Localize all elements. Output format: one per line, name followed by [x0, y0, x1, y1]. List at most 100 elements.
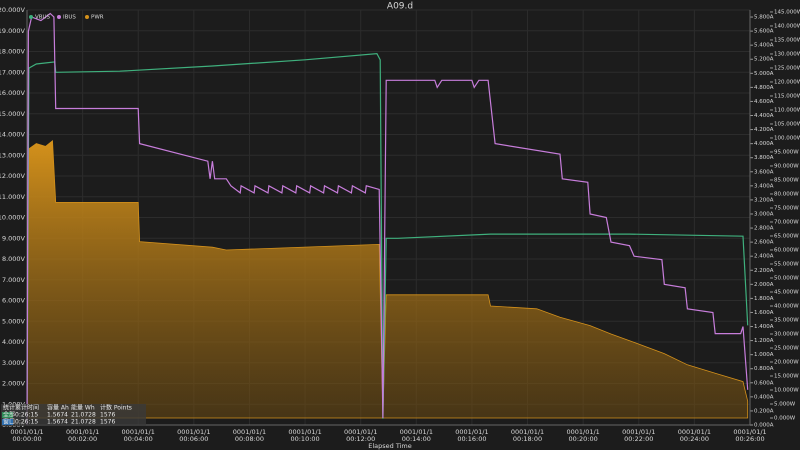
x-tick-label: 00:26:00 — [735, 435, 764, 443]
x-tick-date: 0001/01/1 — [10, 428, 43, 436]
y3-tick-label: 135.000W — [774, 37, 800, 43]
y-tick-label: 20.000V — [0, 6, 26, 14]
y3-tick-label: 30.000W — [774, 331, 799, 337]
y-tick-label: 12.000V — [0, 172, 26, 180]
y-tick-label: 7.000V — [2, 276, 26, 284]
table-cell: 累计时间 — [15, 404, 39, 412]
legend-swatch — [29, 15, 33, 19]
stats-table: 统计 累计时间 容量 Ah 能量 Wh 计数 Points 全部 0:26:15 1.5674… — [1, 404, 146, 426]
x-tick-date: 0001/01/1 — [622, 428, 655, 436]
y2-tick-label: 5.200A — [754, 57, 774, 63]
table-cell: 21.0728 — [71, 419, 96, 426]
table-background — [1, 404, 146, 426]
y-tick-label: 5.000V — [2, 317, 26, 325]
table-cell: 容量 Ah — [47, 404, 69, 412]
y2-tick-label: 1.000A — [754, 352, 774, 358]
y-tick-label: 2.000V — [2, 380, 26, 388]
x-tick-label: 00:06:00 — [179, 435, 208, 443]
table-cell: 能量 Wh — [71, 404, 95, 412]
y2-tick-label: 3.800A — [754, 155, 774, 161]
y3-tick-label: 125.000W — [774, 65, 800, 71]
y3-tick-label: 80.000W — [774, 191, 799, 197]
y3-tick-label: 105.000W — [774, 121, 800, 127]
y3-tick-label: 90.000W — [774, 163, 799, 169]
y2-tick-label: 4.400A — [754, 113, 774, 119]
x-tick-date: 0001/01/1 — [733, 428, 766, 436]
y-tick-label: 10.000V — [0, 214, 26, 222]
y2-tick-label: 3.000A — [754, 211, 774, 217]
table-cell: 1.5674 — [47, 419, 68, 426]
row-tag — [2, 412, 13, 418]
y2-tick-label: 4.800A — [754, 85, 774, 91]
y3-tick-label: 60.000W — [774, 247, 799, 253]
x-tick-date: 0001/01/1 — [344, 428, 377, 436]
x-tick-date: 0001/01/1 — [122, 428, 155, 436]
y3-tick-label: 40.000W — [774, 303, 799, 309]
x-tick-label: 00:16:00 — [457, 435, 486, 443]
x-tick-date: 0001/01/1 — [511, 428, 544, 436]
y3-tick-label: 0.000W — [774, 415, 796, 421]
y-tick-label: 9.000V — [2, 234, 26, 242]
legend-swatch — [85, 15, 89, 19]
legend-label: IBUS — [63, 15, 76, 21]
x-tick-date: 0001/01/1 — [177, 428, 210, 436]
y3-tick-label: 25.000W — [774, 345, 799, 351]
table-cell: 计数 Points — [100, 404, 132, 412]
legend-swatch — [57, 15, 61, 19]
y3-tick-label: 120.000W — [774, 79, 800, 85]
x-tick-label: 00:14:00 — [402, 435, 431, 443]
y3-tick-label: 75.000W — [774, 205, 799, 211]
y-tick-label: 17.000V — [0, 68, 26, 76]
y2-tick-label: 2.600A — [754, 240, 774, 246]
x-tick-label: 00:10:00 — [290, 435, 319, 443]
y3-tick-label: 50.000W — [774, 275, 799, 281]
y3-tick-label: 115.000W — [774, 93, 800, 99]
y2-tick-label: 4.200A — [754, 127, 774, 133]
x-tick-label: 00:24:00 — [680, 435, 709, 443]
y3-tick-label: 45.000W — [774, 289, 799, 295]
y3-tick-label: 130.000W — [774, 51, 800, 57]
legend-label: VBUS — [35, 15, 51, 21]
x-tick-label: 00:20:00 — [569, 435, 598, 443]
table-cell: 统计 — [3, 404, 15, 412]
y-tick-label: 15.000V — [0, 110, 26, 118]
y-tick-label: 19.000V — [0, 27, 26, 35]
power-area — [26, 140, 749, 419]
y3-tick-label: 10.000W — [774, 387, 799, 393]
y-tick-label: 14.000V — [0, 131, 26, 139]
y2-tick-label: 4.600A — [754, 99, 774, 105]
x-tick-date: 0001/01/1 — [455, 428, 488, 436]
y-tick-label: 8.000V — [2, 255, 26, 263]
y3-tick-label: 95.000W — [774, 149, 799, 155]
y2-tick-label: 1.800A — [754, 296, 774, 302]
x-tick-date: 0001/01/1 — [400, 428, 433, 436]
table-cell: 0:26:15 — [15, 419, 38, 426]
y2-tick-label: 3.400A — [754, 183, 774, 189]
y3-tick-label: 140.000W — [774, 23, 800, 29]
y2-tick-label: 3.200A — [754, 197, 774, 203]
y3-tick-label: 15.000W — [774, 373, 799, 379]
y-tick-label: 18.000V — [0, 48, 26, 56]
y3-tick-label: 65.000W — [774, 233, 799, 239]
y2-tick-label: 0.600A — [754, 380, 774, 386]
y2-tick-label: 2.400A — [754, 254, 774, 260]
y2-tick-label: 5.400A — [754, 43, 774, 49]
x-tick-date: 0001/01/1 — [566, 428, 599, 436]
x-tick-label: 00:02:00 — [68, 435, 97, 443]
x-tick-label: 00:22:00 — [624, 435, 653, 443]
y3-tick-label: 85.000W — [774, 177, 799, 183]
x-tick-label: 00:08:00 — [235, 435, 264, 443]
legend-label: PWR — [91, 15, 104, 21]
y2-tick-label: 4.000A — [754, 141, 774, 147]
x-tick-date: 0001/01/1 — [288, 428, 321, 436]
y-tick-label: 3.000V — [2, 359, 26, 367]
y2-tick-label: 0.000A — [754, 423, 774, 429]
y2-tick-label: 2.800A — [754, 226, 774, 232]
y3-tick-label: 100.000W — [774, 135, 800, 141]
row-tag — [2, 419, 13, 425]
y3-tick-label: 5.000W — [774, 401, 796, 407]
x-tick-label: 00:00:00 — [12, 435, 41, 443]
y2-tick-label: 2.000A — [754, 282, 774, 288]
y2-tick-label: 2.200A — [754, 268, 774, 274]
